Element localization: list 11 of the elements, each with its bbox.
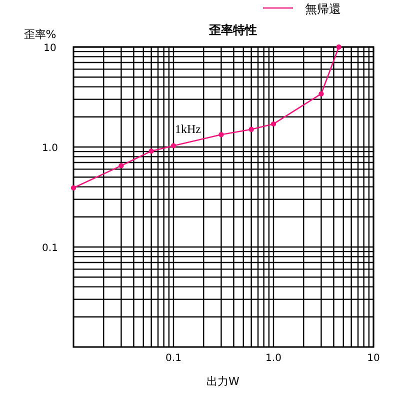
annotation: 1kHz bbox=[175, 122, 201, 136]
y-tick-label: 10 bbox=[44, 43, 56, 54]
x-tick-label: 10 bbox=[367, 353, 380, 364]
x-axis-title: 出力W bbox=[206, 375, 240, 388]
x-tick-label: 1.0 bbox=[266, 353, 282, 364]
x-tick-label: 0.1 bbox=[166, 353, 182, 364]
y-axis-title: 歪率% bbox=[24, 28, 56, 41]
y-tick-label: 1.0 bbox=[42, 143, 58, 154]
chart-title: 歪率特性 bbox=[208, 23, 257, 37]
y-tick-label: 0.1 bbox=[42, 243, 58, 254]
legend-label: 無帰還 bbox=[305, 2, 341, 16]
